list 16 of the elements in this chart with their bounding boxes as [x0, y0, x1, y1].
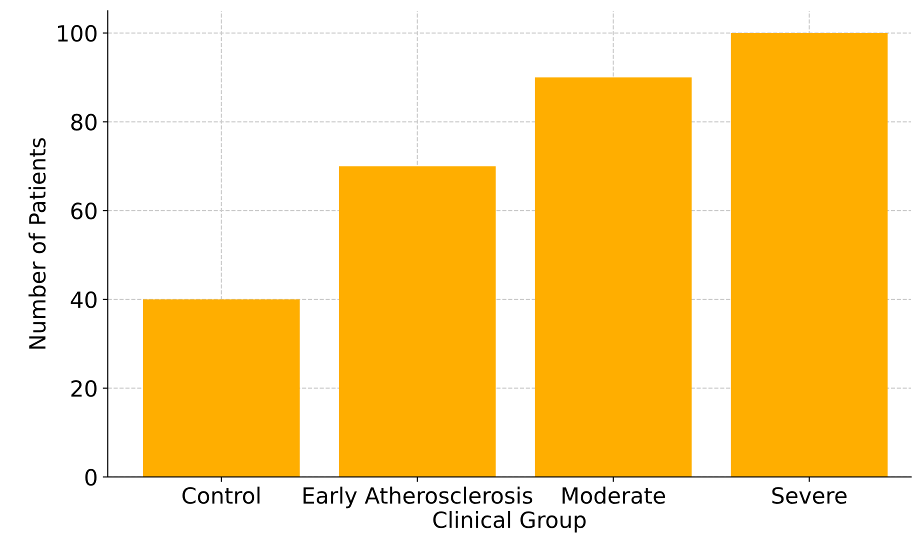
bar [730, 33, 888, 477]
bar [338, 166, 496, 477]
x-axis-title: Clinical Group [433, 510, 586, 532]
y-tick-label: 60 [71, 202, 97, 220]
y-tick-label: 20 [71, 380, 97, 397]
y-tick-label: 100 [58, 24, 97, 42]
bar [534, 77, 692, 477]
y-axis-title: Number of Patients [28, 138, 46, 349]
x-tick-label: Severe [772, 487, 847, 504]
x-tick-label: Control [182, 486, 260, 504]
y-tick-label: 40 [70, 291, 97, 308]
x-tick-label: Moderate [562, 486, 665, 504]
bar [143, 299, 300, 477]
y-tick-label: 0 [85, 468, 97, 486]
x-tick-label: Early Atherosclerosis [304, 486, 532, 508]
y-tick-label: 80 [71, 114, 97, 131]
